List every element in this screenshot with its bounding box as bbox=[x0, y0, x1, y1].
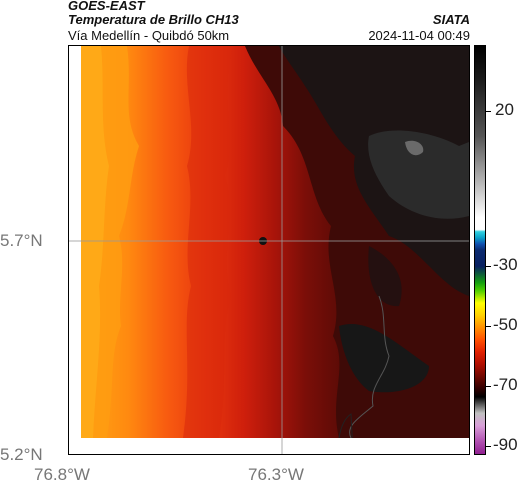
cloud-cell-south bbox=[339, 324, 429, 393]
cold-top bbox=[368, 130, 469, 219]
coast-line bbox=[338, 413, 354, 454]
cloud-cell-mid bbox=[368, 246, 402, 307]
lat-tick-label: 5.7°N bbox=[0, 231, 43, 250]
colorbar bbox=[474, 45, 486, 455]
colorbar-tickmark bbox=[486, 111, 491, 112]
colorbar-label: -50 bbox=[493, 315, 518, 334]
cold-band bbox=[183, 46, 233, 438]
colorbar-label: 20 bbox=[495, 100, 514, 119]
colorbar-label: -30 bbox=[493, 255, 518, 274]
lon-tick-label: 76.3°W bbox=[248, 465, 304, 484]
lat-tick-label: 5.2°N bbox=[0, 445, 43, 464]
colorbar-tickmark bbox=[486, 446, 491, 447]
product-title: Temperatura de Brillo CH13 bbox=[68, 12, 239, 27]
colorbar-label: -90 bbox=[493, 435, 518, 454]
route-subtitle: Vía Medellín - Quibdó 50km bbox=[68, 28, 230, 43]
warmest-zone bbox=[81, 46, 109, 438]
coldest-spot bbox=[405, 140, 424, 156]
map-panel[interactable] bbox=[68, 45, 470, 455]
no-data-left bbox=[69, 46, 81, 454]
organization-label: SIATA bbox=[432, 12, 470, 27]
colorbar-tickmark bbox=[486, 386, 491, 387]
river-line bbox=[349, 295, 390, 439]
deep-cloud bbox=[279, 46, 469, 296]
colorbar-tickmark bbox=[486, 266, 491, 267]
colorbar-label: -70 bbox=[493, 375, 518, 394]
lon-tick-label: 76.8°W bbox=[34, 465, 90, 484]
no-data-bottom bbox=[69, 438, 469, 454]
colorbar-tickmark bbox=[486, 326, 491, 327]
satellite-name: GOES-EAST bbox=[68, 0, 145, 13]
timestamp-label: 2024-11-04 00:49 bbox=[368, 28, 470, 43]
brightness-temperature-map bbox=[69, 46, 469, 454]
